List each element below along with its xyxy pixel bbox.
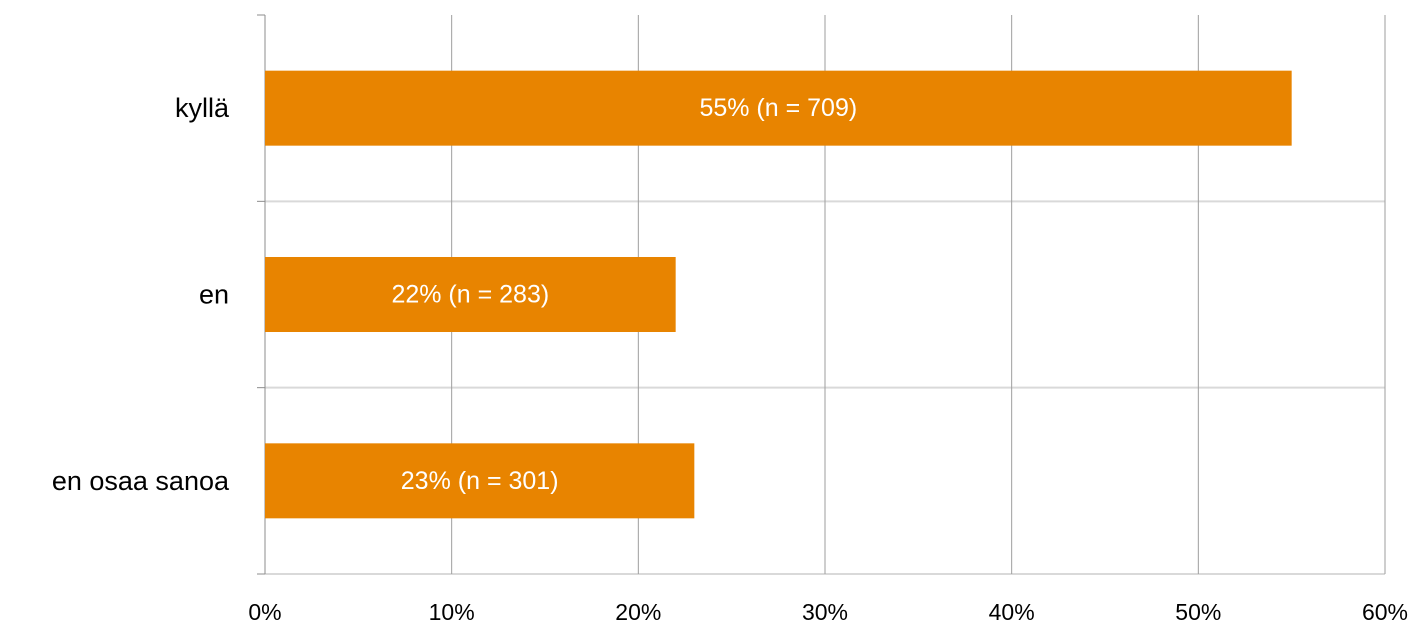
x-tick-label: 20% bbox=[615, 599, 661, 625]
category-label: en bbox=[199, 280, 229, 310]
x-tick-label: 50% bbox=[1175, 599, 1221, 625]
bar[interactable] bbox=[265, 257, 676, 332]
x-tick-label: 30% bbox=[802, 599, 848, 625]
bar[interactable] bbox=[265, 443, 695, 519]
bar-data-label: 55% (n = 709) bbox=[699, 94, 857, 122]
x-tick-label: 10% bbox=[429, 599, 475, 625]
x-tick-label: 40% bbox=[989, 599, 1035, 625]
category-label: kyllä bbox=[175, 93, 230, 123]
x-tick-label: 0% bbox=[248, 599, 281, 625]
x-tick-label: 60% bbox=[1362, 599, 1408, 625]
category-label: en osaa sanoa bbox=[52, 466, 230, 496]
bar-data-label: 22% (n = 283) bbox=[391, 281, 549, 309]
bar[interactable] bbox=[265, 70, 1292, 146]
bar-data-label: 23% (n = 301) bbox=[401, 467, 559, 495]
